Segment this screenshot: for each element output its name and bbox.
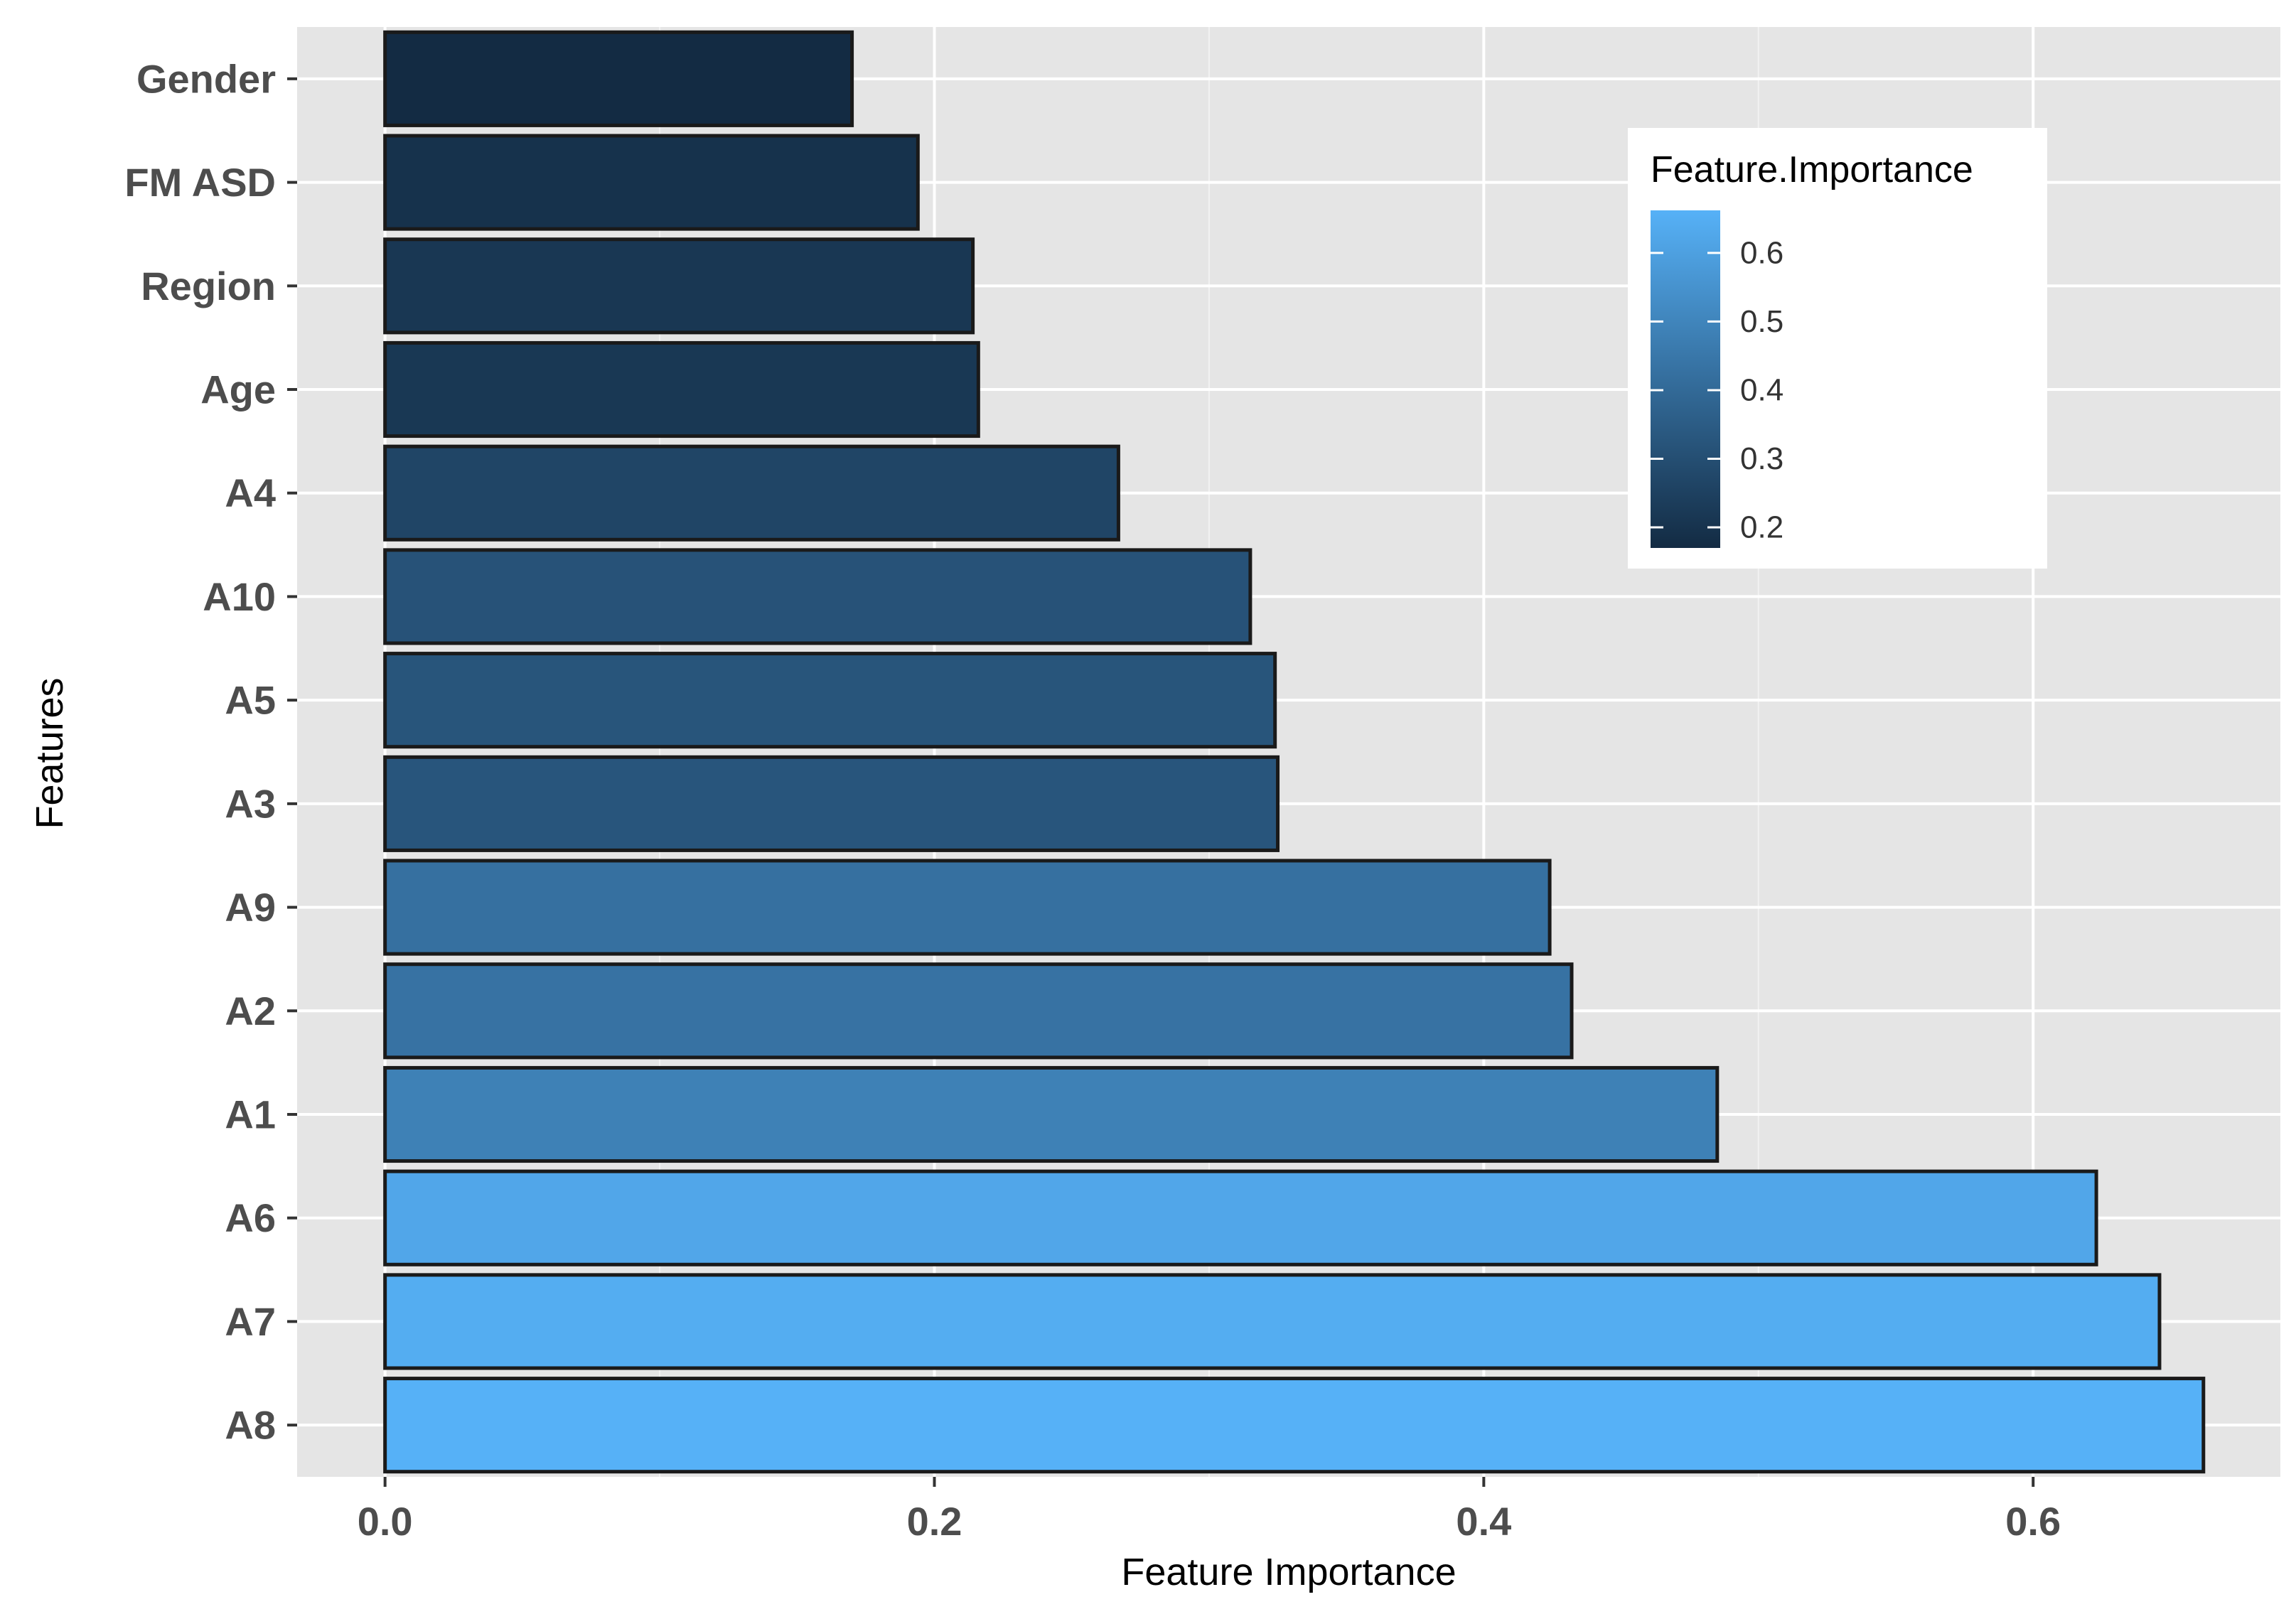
y-axis: Gender FM ASD Region Age A4 A10 A5 A3 A9 A2 A1 A6 A7… — [124, 56, 297, 1448]
y-tick-label: A2 — [225, 989, 276, 1033]
y-tick-label: A1 — [225, 1092, 276, 1137]
bar-a7 — [383, 1273, 2162, 1370]
bar-age — [383, 340, 980, 439]
y-tick-label: A5 — [225, 678, 276, 723]
bar-a4 — [383, 444, 1120, 542]
y-tick-label: Gender — [136, 56, 276, 101]
legend-tick-label: 0.6 — [1740, 235, 1783, 270]
bar-a3 — [383, 755, 1280, 852]
bar-fm-asd — [383, 134, 920, 231]
y-axis-title: Features — [28, 677, 71, 829]
legend-title: Feature.Importance — [1651, 149, 1973, 190]
y-tick-label: A6 — [225, 1195, 276, 1240]
x-tick-label: 0.0 — [358, 1499, 413, 1544]
legend-tick-label: 0.3 — [1740, 441, 1783, 476]
legend-colorbar — [1651, 210, 1720, 548]
bar-a2 — [383, 962, 1574, 1060]
y-tick-label: A10 — [203, 574, 276, 619]
legend-tick-label: 0.2 — [1740, 510, 1783, 545]
x-tick-label: 0.2 — [907, 1499, 962, 1544]
y-tick-label: Age — [200, 367, 276, 412]
legend-tick-label: 0.5 — [1740, 304, 1783, 339]
legend-ticks: 0.2 0.3 0.4 0.5 0.6 — [1651, 235, 1783, 545]
bars-layer — [383, 30, 2206, 1474]
y-tick-label: A3 — [225, 781, 276, 826]
y-tick-label: A9 — [225, 885, 276, 930]
y-tick-label: A8 — [225, 1403, 276, 1448]
bar-a6 — [383, 1169, 2098, 1266]
legend: Feature.Importance 0.2 0.3 0.4 0.5 0.6 — [1628, 128, 2047, 569]
bar-a10 — [383, 548, 1252, 645]
y-tick-label: A4 — [225, 470, 276, 515]
y-tick-label: FM ASD — [124, 160, 276, 205]
bar-a5 — [383, 652, 1277, 749]
bar-gender — [383, 30, 854, 127]
bar-a1 — [383, 1065, 1720, 1163]
y-tick-label: Region — [141, 264, 276, 308]
bar-region — [383, 237, 975, 335]
bar-a9 — [383, 859, 1552, 956]
x-tick-label: 0.4 — [1456, 1499, 1511, 1544]
x-axis: 0.0 0.2 0.4 0.6 — [358, 1477, 2061, 1544]
legend-tick-label: 0.4 — [1740, 372, 1783, 407]
y-tick-label: A7 — [225, 1299, 276, 1344]
x-tick-label: 0.6 — [2005, 1499, 2061, 1544]
bar-a8 — [383, 1377, 2206, 1474]
x-axis-title: Feature Importance — [1121, 1551, 1456, 1593]
